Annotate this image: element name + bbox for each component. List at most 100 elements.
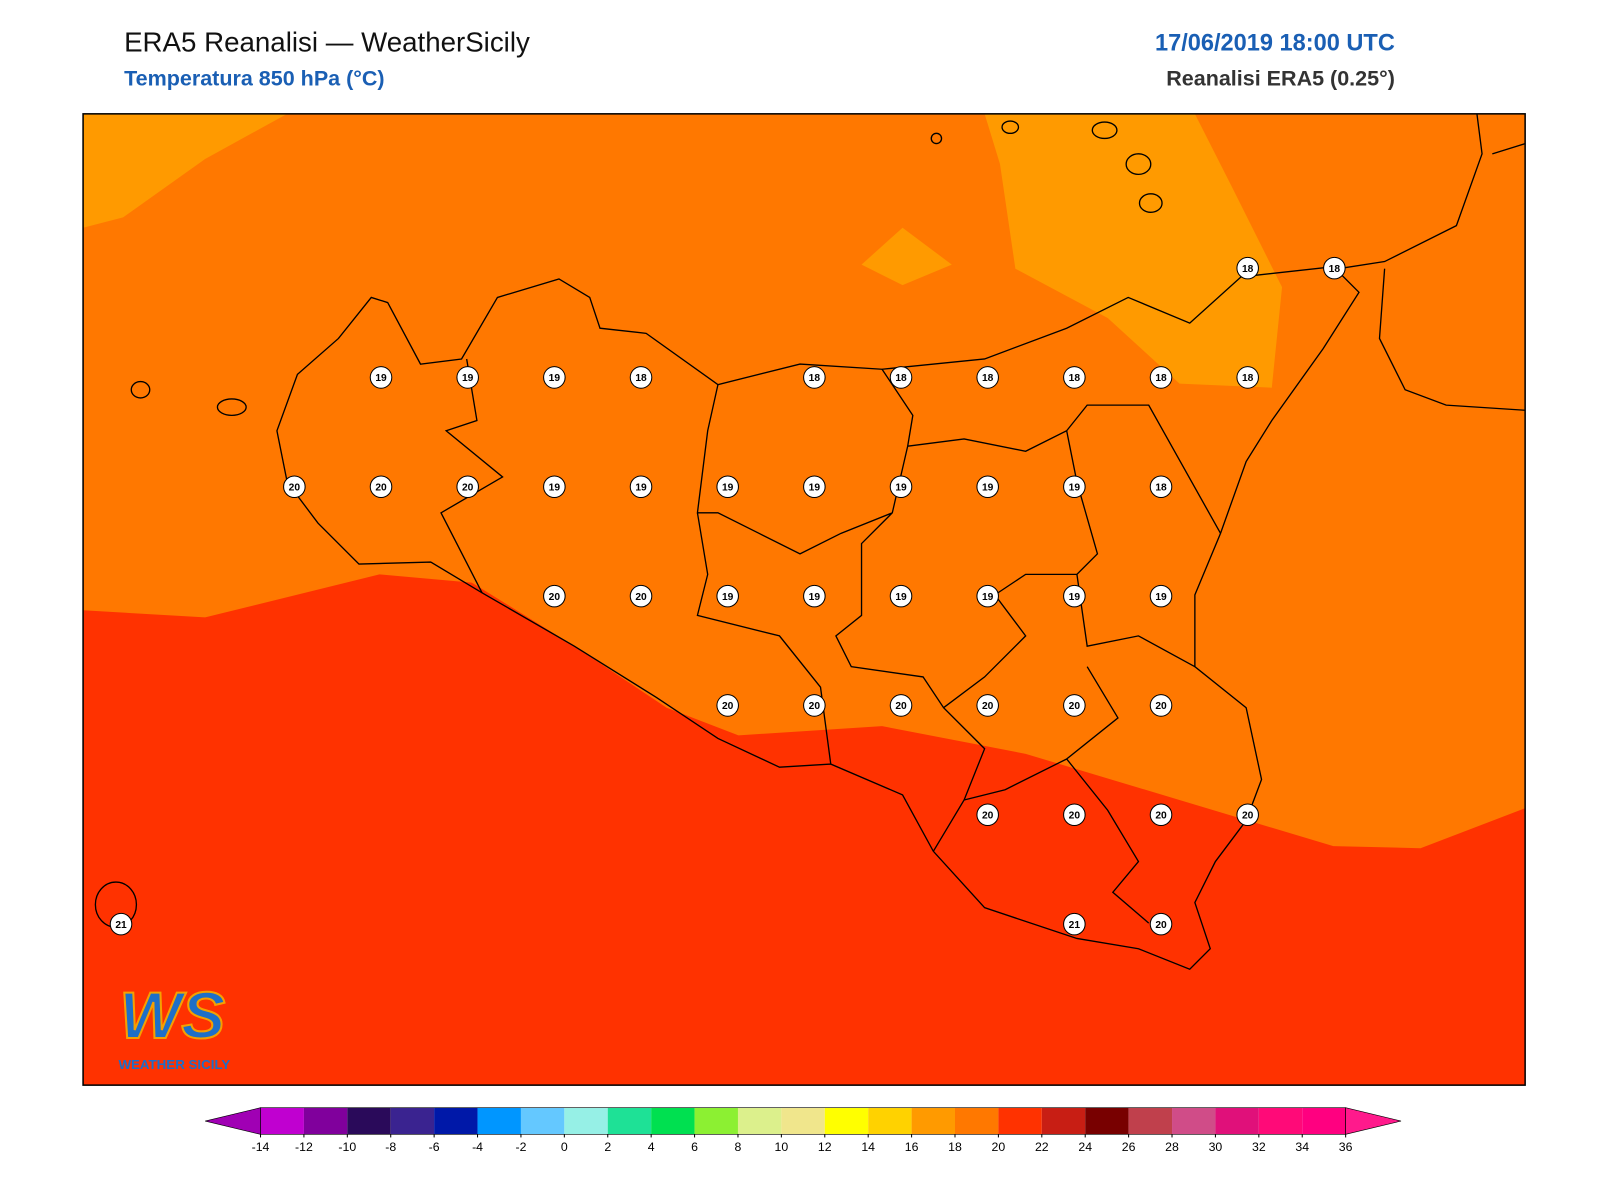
station-value: 20 — [809, 701, 821, 712]
station-value: 19 — [549, 482, 561, 493]
island — [1091, 121, 1118, 140]
station-value: 18 — [895, 373, 907, 384]
station-marker — [889, 475, 913, 499]
station-marker — [889, 694, 913, 717]
map: 18 18 19 19 19 18 18 18 18 18 18 18 20 20 20 19 19 19 19 19… — [82, 113, 1526, 1086]
colorbar-swatch — [954, 1107, 999, 1135]
colorbar-over — [1345, 1107, 1402, 1135]
station-value: 19 — [809, 592, 821, 603]
station-marker — [976, 803, 999, 827]
colorbar-swatch — [824, 1107, 869, 1135]
colorbar-tick-label: -6 — [429, 1140, 440, 1154]
field-16-18 — [83, 113, 288, 228]
colorbar-swatch — [564, 1107, 608, 1135]
colorbar-swatch — [520, 1107, 565, 1135]
field-16-18 — [861, 227, 952, 286]
station-marker — [1236, 256, 1259, 280]
station-value: 20 — [895, 701, 907, 712]
station-value: 20 — [982, 701, 994, 712]
station-value: 20 — [1242, 810, 1254, 821]
province-borders — [440, 358, 1222, 924]
station-marker — [283, 475, 306, 499]
station-marker — [1063, 803, 1086, 827]
sicily-coast — [276, 265, 1360, 971]
stations: 18 18 19 19 19 18 18 18 18 18 18 18 20 20 20 19 19 19 19 19… — [109, 256, 1346, 936]
station-value: 18 — [1155, 373, 1167, 384]
colorbar-swatch — [1215, 1107, 1259, 1135]
station-value: 20 — [722, 701, 734, 712]
island — [1125, 153, 1152, 176]
station-value: 19 — [549, 373, 561, 384]
colorbar: -14 -12 -10 -8 -6 -4 -2 0 2 4 6 8 10 12 14 16 18 20 22 24 26… — [205, 1107, 1402, 1154]
station-marker — [716, 694, 739, 717]
station-value: 20 — [1069, 701, 1081, 712]
field-20-22 — [83, 574, 1526, 1086]
colorbar-tick-label: 32 — [1252, 1140, 1266, 1154]
station-value: 20 — [1155, 701, 1167, 712]
colorbar-swatch — [1172, 1107, 1216, 1135]
station-value: 18 — [1329, 264, 1341, 275]
colorbar-swatch — [1258, 1107, 1303, 1135]
map-frame — [82, 113, 1526, 1086]
station-value: 21 — [1069, 920, 1081, 931]
station-marker — [1236, 366, 1259, 389]
station-marker — [976, 475, 999, 499]
station-marker — [976, 694, 999, 717]
station-value: 20 — [1155, 920, 1167, 931]
island — [216, 398, 247, 417]
station-value: 18 — [1069, 373, 1081, 384]
island — [1138, 193, 1163, 213]
station-marker — [456, 475, 479, 499]
field-16-18 — [984, 113, 1283, 388]
logo-mark: WS — [119, 979, 225, 1052]
station-marker — [1323, 256, 1346, 280]
colorbar-swatch — [1085, 1107, 1129, 1135]
station-marker — [109, 912, 133, 936]
station-marker — [889, 366, 913, 389]
colorbar-swatch — [303, 1107, 348, 1135]
colorbar-swatch — [434, 1107, 478, 1135]
station-marker — [976, 366, 999, 389]
station-marker — [1063, 584, 1086, 608]
station-marker — [456, 366, 479, 389]
colorbar-tick-label: 0 — [561, 1140, 568, 1154]
logo-name: WEATHER SICILY — [118, 1057, 230, 1072]
station-value: 20 — [1155, 810, 1167, 821]
station-marker — [369, 366, 393, 389]
station-value: 19 — [982, 482, 994, 493]
island — [1001, 120, 1020, 134]
station-value: 18 — [1155, 482, 1167, 493]
colorbar-swatch — [477, 1107, 521, 1135]
colorbar-tick-label: -4 — [472, 1140, 483, 1154]
colorbar-swatch — [1041, 1107, 1086, 1135]
station-value: 20 — [982, 810, 994, 821]
source: Reanalisi ERA5 (0.25°) — [1166, 67, 1395, 91]
colorbar-swatch — [694, 1107, 738, 1135]
station-marker — [1149, 366, 1173, 389]
station-value: 18 — [635, 373, 647, 384]
station-value: 20 — [1069, 810, 1081, 821]
colorbar-tick-label: 16 — [905, 1140, 919, 1154]
colorbar-under — [205, 1107, 261, 1135]
station-marker — [1236, 803, 1259, 827]
station-marker — [369, 475, 393, 499]
station-value: 21 — [115, 920, 127, 931]
station-value: 18 — [982, 373, 994, 384]
colorbar-tick-label: 20 — [992, 1140, 1006, 1154]
colorbar-tick-label: -8 — [385, 1140, 396, 1154]
station-value: 19 — [1069, 592, 1081, 603]
island — [130, 380, 151, 399]
station-marker — [1149, 803, 1173, 827]
colorbar-tick-label: 18 — [948, 1140, 962, 1154]
colorbar-tick-label: -14 — [252, 1140, 270, 1154]
station-value: 20 — [549, 592, 561, 603]
station-marker — [1149, 584, 1173, 608]
station-value: 19 — [982, 592, 994, 603]
colorbar-tick-label: 30 — [1209, 1140, 1223, 1154]
colorbar-tick-label: -2 — [515, 1140, 526, 1154]
colorbar-swatch — [1302, 1107, 1346, 1135]
colorbar-swatch — [347, 1107, 391, 1135]
colorbar-tick-label: 22 — [1035, 1140, 1049, 1154]
